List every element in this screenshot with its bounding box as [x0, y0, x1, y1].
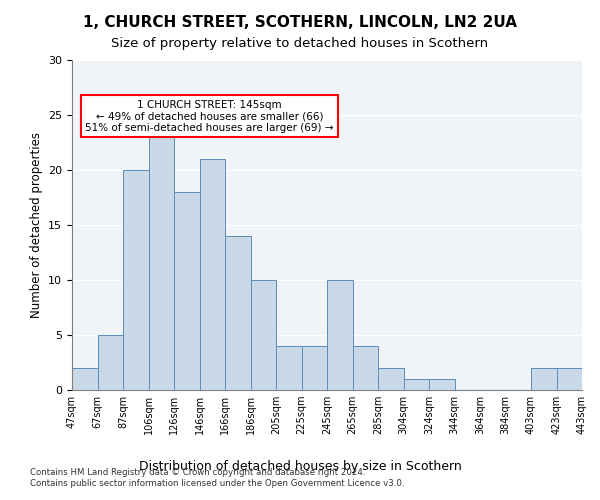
Bar — [149, 137, 174, 390]
Text: Contains HM Land Registry data © Crown copyright and database right 2024.
Contai: Contains HM Land Registry data © Crown c… — [30, 468, 404, 487]
Bar — [123, 170, 149, 390]
Bar — [251, 280, 276, 390]
Bar — [557, 368, 582, 390]
Text: Size of property relative to detached houses in Scothern: Size of property relative to detached ho… — [112, 38, 488, 51]
Bar — [72, 368, 97, 390]
Bar — [429, 379, 455, 390]
Bar — [327, 280, 353, 390]
Text: Distribution of detached houses by size in Scothern: Distribution of detached houses by size … — [139, 460, 461, 473]
Bar — [531, 368, 557, 390]
Bar — [225, 236, 251, 390]
Bar — [276, 346, 302, 390]
Bar — [404, 379, 429, 390]
Text: 1, CHURCH STREET, SCOTHERN, LINCOLN, LN2 2UA: 1, CHURCH STREET, SCOTHERN, LINCOLN, LN2… — [83, 15, 517, 30]
Y-axis label: Number of detached properties: Number of detached properties — [29, 132, 43, 318]
Bar — [378, 368, 404, 390]
Bar — [97, 335, 123, 390]
Text: 1 CHURCH STREET: 145sqm
← 49% of detached houses are smaller (66)
51% of semi-de: 1 CHURCH STREET: 145sqm ← 49% of detache… — [85, 100, 334, 133]
Bar — [174, 192, 199, 390]
Bar — [199, 159, 225, 390]
Bar — [302, 346, 327, 390]
Bar — [353, 346, 378, 390]
